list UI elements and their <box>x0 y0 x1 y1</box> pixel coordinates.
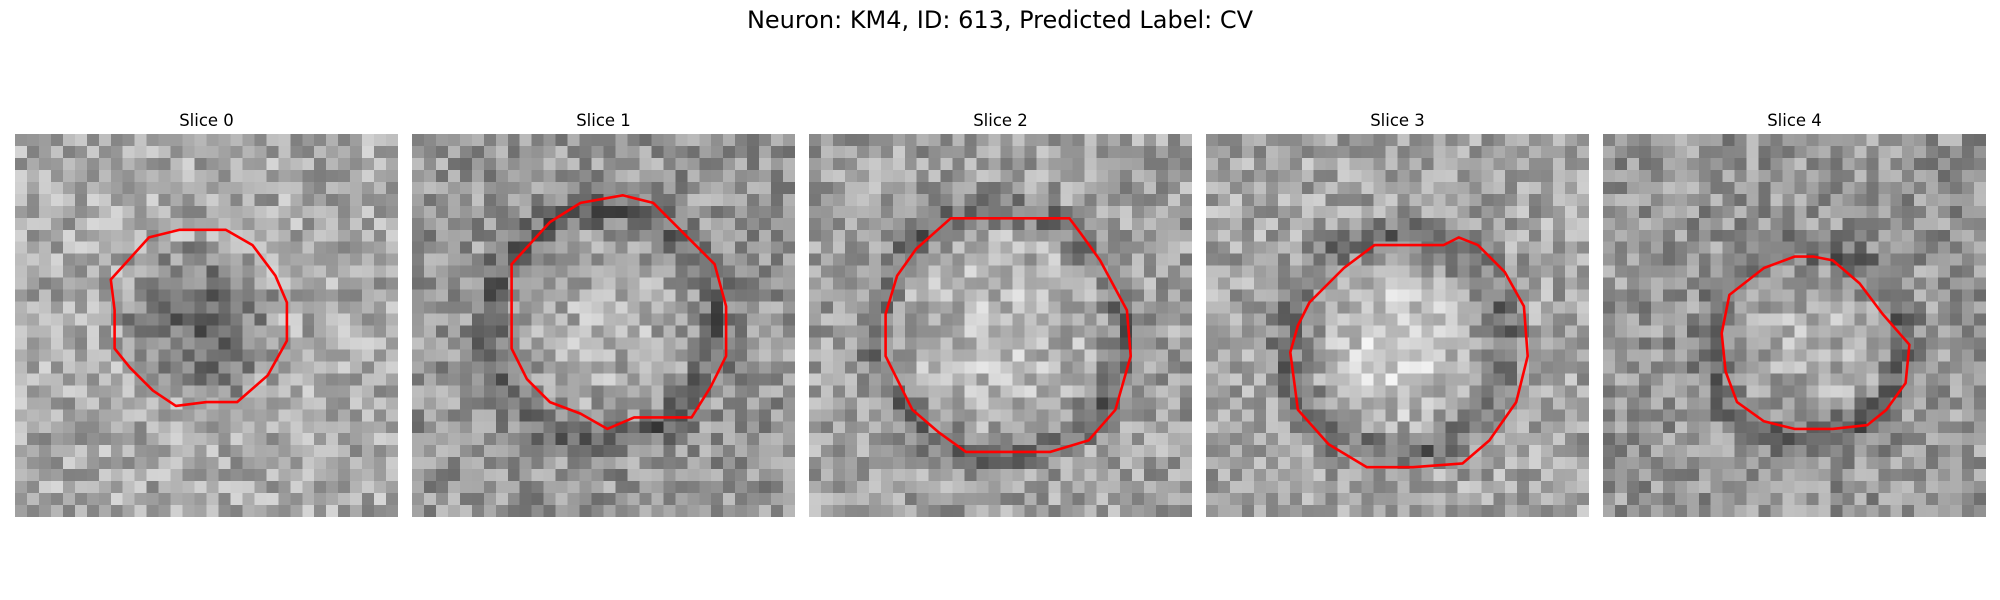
slice-image <box>412 134 795 517</box>
slice-title: Slice 1 <box>576 111 631 130</box>
slice-title: Slice 0 <box>179 111 234 130</box>
slice-title: Slice 2 <box>973 111 1028 130</box>
pixel-grid <box>1603 134 1986 517</box>
roi-contour <box>1289 236 1530 469</box>
slice-svg <box>1603 134 1986 517</box>
pixel-grid <box>15 134 398 517</box>
slice-title: Slice 3 <box>1370 111 1425 130</box>
roi-contour <box>510 193 728 431</box>
pixel-grid <box>809 134 1192 517</box>
slice-image <box>809 134 1192 517</box>
roi-contour <box>884 217 1133 454</box>
slice-panel-2: Slice 2 <box>809 108 1192 517</box>
slice-image <box>15 134 398 517</box>
slice-panel-0: Slice 0 <box>15 108 398 517</box>
slice-image <box>1603 134 1986 517</box>
figure-title: Neuron: KM4, ID: 613, Predicted Label: C… <box>746 6 1254 34</box>
slice-image <box>1206 134 1589 517</box>
slice-svg <box>15 134 398 517</box>
pixel-grid <box>1206 134 1589 517</box>
slice-panel-3: Slice 3 <box>1206 108 1589 517</box>
slice-panel-1: Slice 1 <box>412 108 795 517</box>
roi-contour <box>109 228 289 408</box>
roi-contour <box>1720 255 1911 431</box>
slice-title: Slice 4 <box>1767 111 1822 130</box>
slice-panel-4: Slice 4 <box>1603 108 1986 517</box>
pixel-grid <box>412 134 795 517</box>
slice-svg <box>1206 134 1589 517</box>
slice-svg <box>809 134 1192 517</box>
slice-svg <box>412 134 795 517</box>
